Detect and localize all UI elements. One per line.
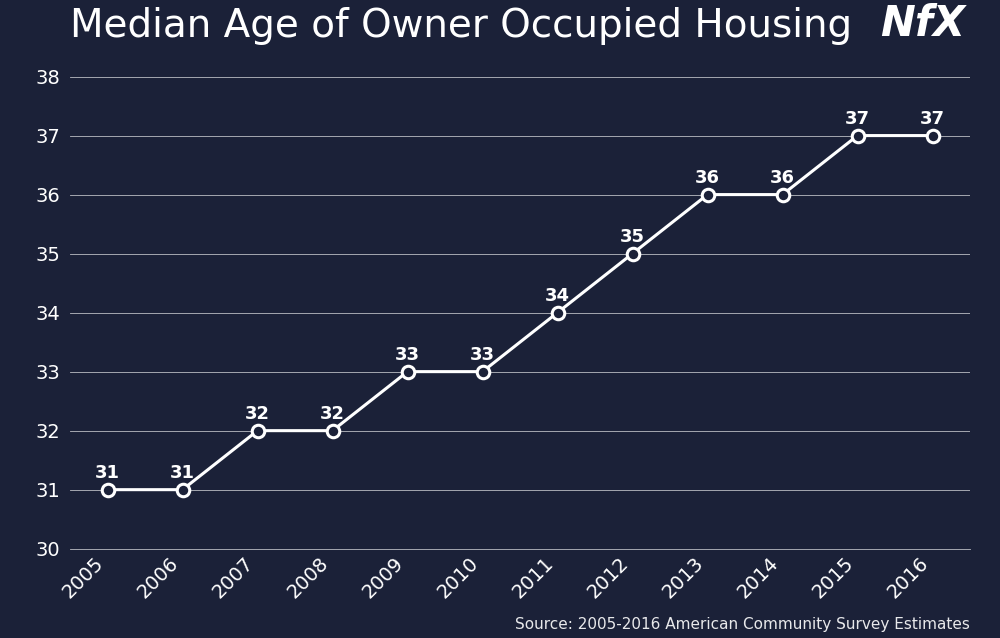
Text: 32: 32 — [245, 405, 270, 423]
Text: Source: 2005-2016 American Community Survey Estimates: Source: 2005-2016 American Community Sur… — [515, 616, 970, 632]
Text: 32: 32 — [320, 405, 345, 423]
Text: 37: 37 — [845, 110, 870, 128]
Text: 33: 33 — [470, 346, 495, 364]
Text: 33: 33 — [395, 346, 420, 364]
Text: 31: 31 — [170, 464, 195, 482]
Text: NfX: NfX — [880, 3, 965, 45]
Text: 35: 35 — [620, 228, 645, 246]
Text: 36: 36 — [770, 169, 795, 187]
Text: 37: 37 — [920, 110, 945, 128]
Text: 31: 31 — [95, 464, 120, 482]
Text: 36: 36 — [695, 169, 720, 187]
Text: Median Age of Owner Occupied Housing: Median Age of Owner Occupied Housing — [70, 6, 852, 45]
Text: 34: 34 — [545, 287, 570, 305]
